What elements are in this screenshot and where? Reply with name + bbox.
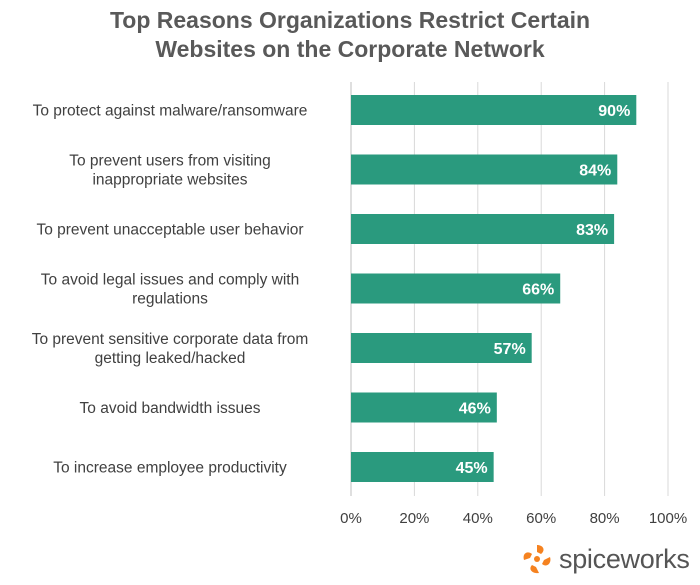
bar [351, 273, 561, 304]
bar [351, 452, 494, 482]
x-tick-label: 20% [399, 510, 429, 527]
category-label-line: To protect against malware/ransomware [33, 103, 308, 120]
category-label: To increase employee productivity [53, 460, 287, 477]
x-tick-label: 0% [340, 510, 362, 527]
data-label: 57% [494, 341, 526, 358]
category-label: To prevent sensitive corporate data from… [32, 331, 309, 367]
category-label-line: inappropriate websites [92, 172, 247, 189]
chart-title-line-1: Top Reasons Organizations Restrict Certa… [109, 7, 591, 33]
bar [351, 95, 637, 125]
data-label: 45% [456, 460, 488, 477]
category-label-line: To prevent unacceptable user behavior [36, 222, 303, 239]
bar [351, 333, 532, 363]
category-label-line: regulations [132, 291, 208, 308]
logo-petal [537, 545, 544, 554]
chart-title: Top Reasons Organizations Restrict Certa… [0, 6, 700, 64]
category-label: To prevent users from visiting inappropri… [69, 153, 271, 189]
category-label: To avoid legal issues and comply with reg… [41, 272, 299, 308]
category-label: To prevent unacceptable user behavior [36, 222, 303, 239]
data-label: 90% [598, 103, 630, 120]
data-label: 83% [576, 222, 608, 239]
category-label-line: To prevent users from visiting [69, 153, 271, 170]
logo-center [534, 556, 540, 562]
logo-text: spiceworks [559, 543, 690, 574]
category-label: To protect against malware/ransomware [33, 103, 308, 120]
category-label-line: To increase employee productivity [53, 460, 287, 477]
category-label: To avoid bandwidth issues [80, 400, 261, 417]
logo-petal [530, 565, 539, 574]
data-label: 66% [522, 282, 554, 299]
category-label-line: To avoid bandwidth issues [80, 400, 261, 417]
bar [351, 154, 618, 185]
logo-petal [542, 557, 551, 566]
bar [351, 214, 615, 244]
x-tick-label: 60% [526, 510, 556, 527]
category-label-line: getting leaked/hacked [95, 350, 246, 367]
category-labels: To protect against malware/ransomware To … [32, 103, 309, 477]
x-axis-tick-labels: 0% 20% 40% 60% 80% 100% [340, 510, 687, 527]
logo-petal [523, 552, 532, 560]
spiceworks-swirl-icon [523, 545, 551, 574]
spiceworks-logo: spiceworks [519, 541, 690, 577]
category-label-line: To avoid legal issues and comply with [41, 272, 299, 289]
x-tick-label: 80% [590, 510, 620, 527]
bars: 90% 84% 83% 66% 57% 46% 45% [351, 95, 637, 482]
x-tick-label: 100% [649, 510, 687, 527]
bar [351, 392, 497, 423]
data-label: 84% [579, 163, 611, 180]
x-tick-label: 40% [463, 510, 493, 527]
chart-title-line-2: Websites on the Corporate Network [155, 36, 545, 62]
category-label-line: To prevent sensitive corporate data from [32, 331, 309, 348]
data-label: 46% [459, 401, 491, 418]
